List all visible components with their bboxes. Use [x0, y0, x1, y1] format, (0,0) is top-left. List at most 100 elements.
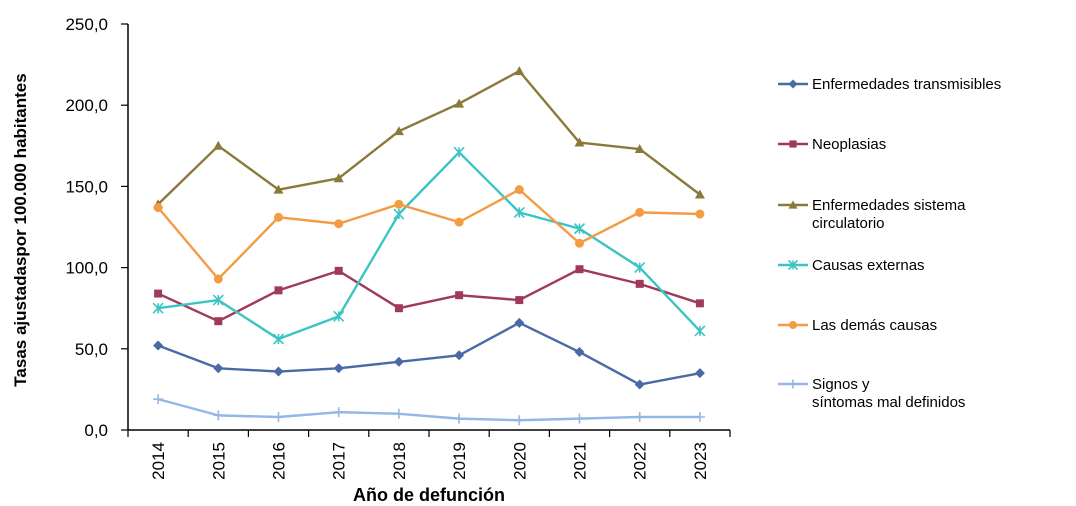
series-5 [153, 185, 705, 284]
data-point [212, 294, 224, 306]
data-point [514, 185, 524, 195]
x-tick-label: 2015 [209, 442, 228, 480]
legend-label: Signos y síntomas mal definidos [812, 376, 965, 411]
x-tick-label: 2018 [390, 442, 409, 480]
data-point [694, 189, 705, 199]
data-point [574, 137, 585, 147]
data-point [393, 356, 404, 367]
series-line [157, 397, 700, 422]
legend-item-4: Causas externas [778, 257, 925, 274]
data-point [274, 212, 283, 222]
x-axis: 2014 2015 2016 2017 2018 2019 2020 2021 2022 2023 [127, 429, 731, 480]
data-point [574, 413, 585, 424]
legend-item-3: Enfermedades sistema circulatorio [778, 197, 966, 232]
data-point [213, 363, 224, 374]
data-point [694, 412, 705, 423]
x-tick-label: 2023 [691, 442, 710, 480]
data-point [635, 279, 644, 288]
x-tick-label: 2017 [330, 442, 349, 480]
legend-marker [788, 79, 798, 89]
data-point [514, 66, 525, 76]
legend-label: Enfermedades sistema circulatorio [812, 197, 966, 232]
data-point [575, 238, 584, 248]
data-point [333, 407, 344, 418]
data-point [634, 379, 645, 390]
data-point [574, 347, 585, 358]
x-tick-label: 2016 [270, 442, 289, 480]
y-tick-label: 0,0 [84, 421, 108, 440]
legend-item-6: Signos y síntomas mal definidos [778, 376, 965, 411]
data-point [213, 140, 224, 150]
data-point [455, 291, 464, 300]
x-tick-label: 2020 [510, 442, 529, 480]
data-point [213, 274, 223, 284]
y-tick-label: 200,0 [65, 96, 108, 115]
series-6 [153, 394, 705, 426]
data-point [394, 304, 403, 313]
data-point [333, 310, 345, 322]
y-tick-label: 50,0 [75, 340, 108, 359]
data-point [634, 412, 645, 423]
y-axis: 0,0 50,0 100,0 150,0 200,0 250,0 [65, 15, 129, 440]
legend-label: Enfermedades transmisibles [812, 76, 1001, 93]
data-point [272, 333, 285, 345]
data-point [214, 317, 223, 326]
data-point [273, 366, 284, 377]
x-tick-label: 2021 [571, 442, 590, 480]
data-point [393, 408, 404, 419]
series-layer [152, 66, 706, 426]
data-point [154, 289, 163, 298]
data-point [514, 317, 525, 328]
data-point [454, 413, 465, 424]
data-point [453, 146, 465, 158]
x-tick-label: 2019 [450, 442, 469, 480]
x-tick-label: 2022 [631, 442, 650, 480]
data-point [454, 217, 464, 227]
data-point [514, 415, 525, 426]
data-point [153, 394, 164, 405]
data-point [454, 98, 465, 108]
data-point [213, 410, 224, 421]
data-point [695, 209, 705, 219]
series-line [157, 151, 701, 341]
legend-marker [789, 140, 797, 148]
data-point [334, 266, 343, 275]
data-point [695, 299, 704, 308]
data-point [274, 286, 283, 295]
data-point [513, 206, 525, 218]
data-point [153, 203, 163, 213]
series-line [157, 188, 700, 281]
data-point [634, 144, 645, 154]
data-point [515, 296, 524, 305]
legend-marker [788, 320, 798, 330]
y-tick-label: 250,0 [65, 15, 108, 34]
data-point [333, 173, 344, 183]
data-point [152, 302, 164, 314]
legend-marker [788, 379, 798, 389]
data-point [634, 262, 646, 274]
legend-label: Neoplasias [812, 136, 886, 153]
legend-marker [788, 200, 798, 209]
series-line [157, 69, 701, 206]
x-tick-label: 2014 [149, 442, 168, 480]
data-point [273, 184, 284, 194]
series-1 [153, 317, 705, 390]
legend-label: Las demás causas [812, 317, 937, 334]
legend-marker [787, 259, 799, 271]
data-point [334, 219, 344, 229]
legend-item-1: Enfermedades transmisibles [778, 76, 1001, 93]
legend-item-2: Neoplasias [778, 136, 886, 153]
series-line [157, 268, 701, 323]
series-2 [154, 265, 704, 326]
data-point [153, 340, 164, 351]
data-point [393, 208, 405, 220]
y-axis-title: Tasas ajustadaspor 100.000 habitantes [11, 73, 30, 386]
y-tick-label: 150,0 [65, 177, 108, 196]
legend: Enfermedades transmisibles Neoplasias Enfe… [778, 76, 1001, 411]
legend-label: Causas externas [812, 257, 925, 274]
data-point [393, 126, 404, 136]
data-point [635, 207, 645, 217]
x-axis-title: Año de defunción [353, 485, 505, 505]
data-point [573, 223, 586, 235]
data-point [454, 350, 465, 361]
